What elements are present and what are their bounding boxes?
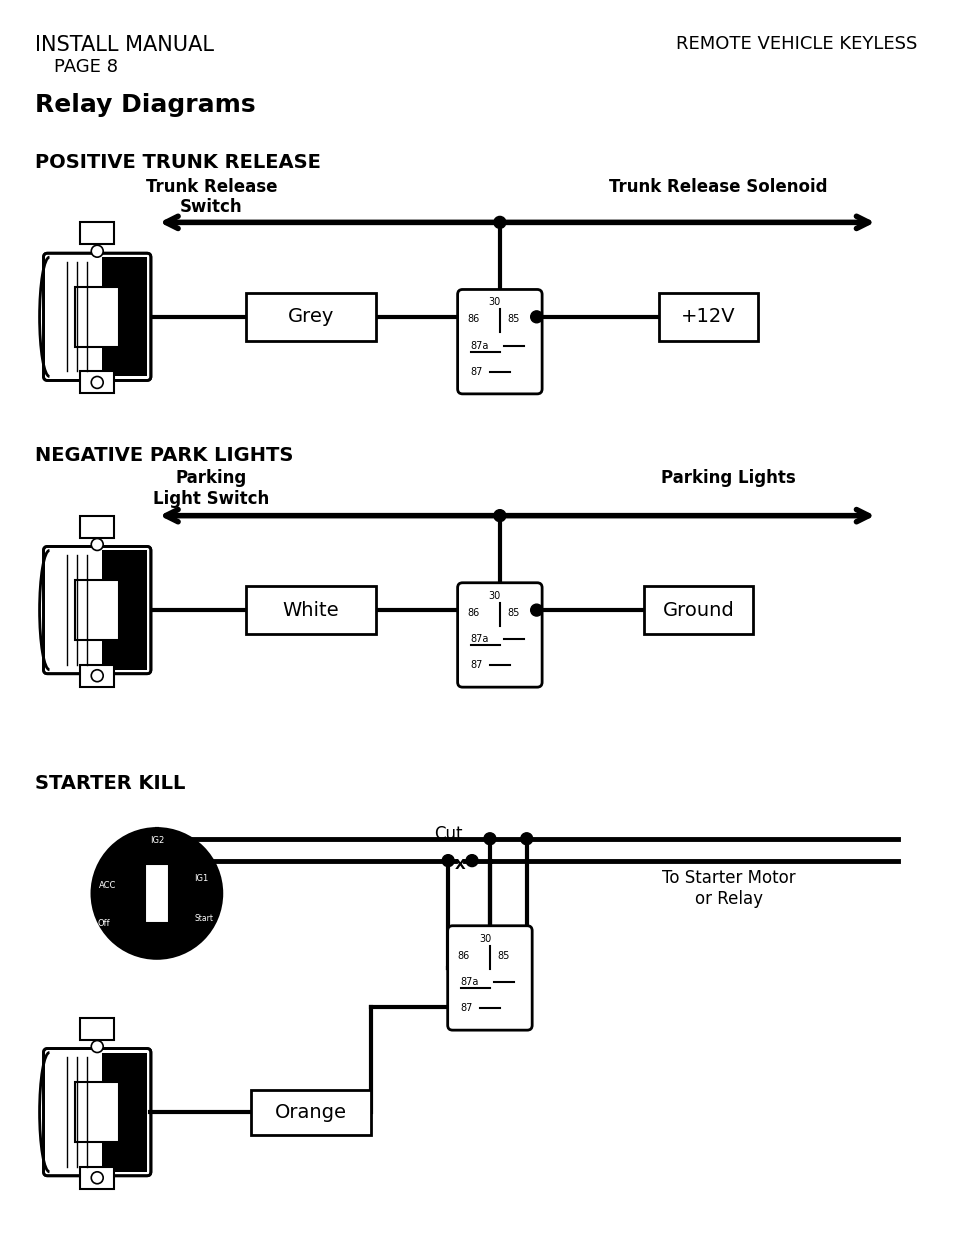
Circle shape <box>466 855 477 867</box>
Bar <box>145 863 169 924</box>
Bar <box>102 551 147 670</box>
FancyBboxPatch shape <box>44 254 151 380</box>
Circle shape <box>520 833 532 845</box>
Bar <box>75 287 119 346</box>
Circle shape <box>118 855 195 932</box>
Text: Trunk Release Solenoid: Trunk Release Solenoid <box>609 178 827 196</box>
Text: 86: 86 <box>467 607 479 617</box>
FancyBboxPatch shape <box>457 582 541 688</box>
Bar <box>246 292 375 340</box>
Text: 86: 86 <box>457 950 470 960</box>
Text: 30: 30 <box>488 591 500 601</box>
FancyBboxPatch shape <box>80 222 114 245</box>
Text: 87a: 87a <box>460 978 478 988</box>
Text: 87a: 87a <box>470 635 488 644</box>
Text: Parking Lights: Parking Lights <box>660 469 795 487</box>
Text: POSITIVE TRUNK RELEASE: POSITIVE TRUNK RELEASE <box>34 153 320 172</box>
Text: 86: 86 <box>467 314 479 324</box>
Text: 30: 30 <box>488 297 500 307</box>
Text: 85: 85 <box>507 607 519 617</box>
Circle shape <box>91 670 103 681</box>
FancyBboxPatch shape <box>457 290 541 394</box>
FancyBboxPatch shape <box>80 1018 114 1039</box>
Text: PAGE 8: PAGE 8 <box>54 58 118 77</box>
Circle shape <box>530 604 542 616</box>
Text: REMOTE VEHICLE KEYLESS: REMOTE VEHICLE KEYLESS <box>676 35 917 54</box>
Text: 85: 85 <box>507 314 519 324</box>
Bar <box>251 1089 370 1135</box>
Text: Parking
Light Switch: Parking Light Switch <box>153 469 270 508</box>
Text: 87: 87 <box>470 660 482 670</box>
FancyBboxPatch shape <box>44 546 151 674</box>
Circle shape <box>91 538 103 551</box>
Text: Cut: Cut <box>434 825 462 843</box>
Circle shape <box>91 376 103 388</box>
Text: 30: 30 <box>478 934 491 944</box>
Text: Orange: Orange <box>274 1103 347 1122</box>
Text: ACC: ACC <box>98 881 115 890</box>
FancyBboxPatch shape <box>447 926 532 1030</box>
Text: +12V: +12V <box>680 307 735 326</box>
Text: 85: 85 <box>497 950 509 960</box>
Circle shape <box>530 311 542 323</box>
FancyBboxPatch shape <box>80 371 114 393</box>
FancyBboxPatch shape <box>44 1048 151 1176</box>
Text: 87a: 87a <box>470 341 488 351</box>
Text: To Starter Motor
or Relay: To Starter Motor or Relay <box>661 868 795 907</box>
Text: Relay Diagrams: Relay Diagrams <box>34 93 255 117</box>
Circle shape <box>442 855 454 867</box>
Text: Start: Start <box>193 914 213 922</box>
Text: 87: 87 <box>470 366 482 376</box>
FancyBboxPatch shape <box>80 516 114 537</box>
Text: X: X <box>455 857 465 872</box>
Circle shape <box>91 245 103 257</box>
Bar <box>75 1082 119 1142</box>
Text: STARTER KILL: STARTER KILL <box>34 774 185 793</box>
Text: 87: 87 <box>460 1003 473 1013</box>
FancyBboxPatch shape <box>80 665 114 686</box>
Circle shape <box>91 1040 103 1053</box>
Bar <box>102 1053 147 1172</box>
Circle shape <box>494 510 505 522</box>
Text: Trunk Release
Switch: Trunk Release Switch <box>146 178 277 216</box>
Text: Ground: Ground <box>662 601 734 620</box>
Circle shape <box>483 833 496 845</box>
Bar <box>659 292 758 340</box>
Bar <box>643 586 753 634</box>
Text: Grey: Grey <box>288 307 334 326</box>
Bar <box>246 586 375 634</box>
Text: White: White <box>282 601 339 620</box>
Text: IG2: IG2 <box>150 836 164 846</box>
Text: NEGATIVE PARK LIGHTS: NEGATIVE PARK LIGHTS <box>34 446 293 466</box>
Circle shape <box>494 216 505 228</box>
FancyBboxPatch shape <box>80 1167 114 1188</box>
Bar <box>75 580 119 640</box>
Circle shape <box>92 828 221 958</box>
Text: INSTALL MANUAL: INSTALL MANUAL <box>34 35 213 55</box>
Text: Off: Off <box>98 919 111 927</box>
Bar <box>102 257 147 376</box>
Circle shape <box>91 1172 103 1183</box>
Text: IG1: IG1 <box>194 873 209 884</box>
